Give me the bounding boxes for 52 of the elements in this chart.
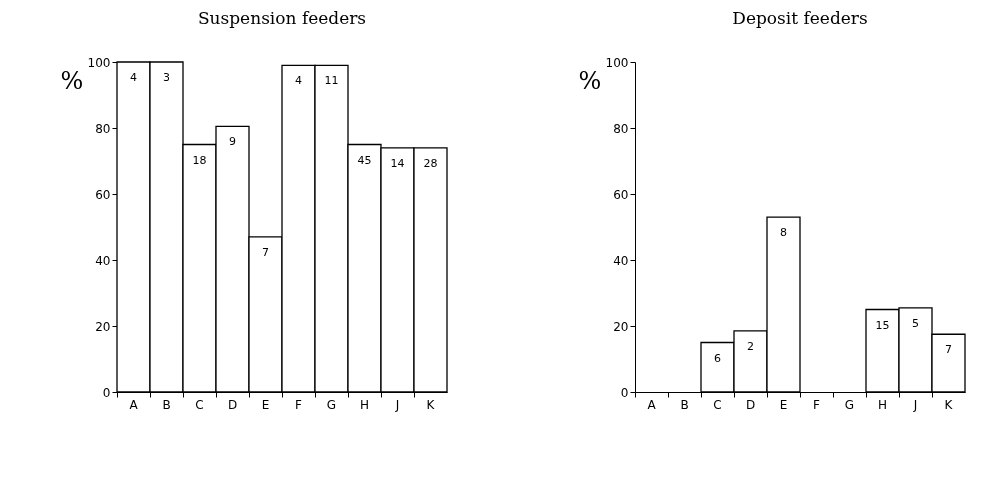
y-tick-label: 0 xyxy=(620,385,629,400)
x-tick-label: D xyxy=(227,397,238,412)
x-tick-label: H xyxy=(359,397,370,412)
annotation: 8 xyxy=(780,226,787,240)
chart-title: Suspension feeders xyxy=(197,8,367,28)
x-tick-label: G xyxy=(326,397,337,412)
annotation: 4 xyxy=(295,74,302,88)
y-tick-label: 40 xyxy=(613,253,629,268)
x-tick-label: A xyxy=(129,397,139,412)
annotation: 11 xyxy=(324,74,339,88)
y-tick-label: 100 xyxy=(605,55,629,70)
annotation: 6 xyxy=(714,351,721,365)
x-tick-label: E xyxy=(261,397,270,412)
annotation: 18 xyxy=(192,153,207,167)
annotation: 4 xyxy=(130,71,137,84)
annotation: 9 xyxy=(229,135,236,149)
annotation: 15 xyxy=(875,318,890,332)
y-tick-label: 60 xyxy=(613,187,629,202)
y-tick-label: 0 xyxy=(102,385,111,400)
y-tick-label: 80 xyxy=(95,121,111,136)
x-tick-label: B xyxy=(680,397,689,412)
y-axis-title: % xyxy=(60,67,84,95)
x-tick-label: G xyxy=(844,397,855,412)
chart-title: Deposit feeders xyxy=(732,8,868,28)
x-tick-label: D xyxy=(745,397,756,412)
annotation: 28 xyxy=(423,156,438,170)
annotation: 5 xyxy=(912,316,919,330)
y-tick-label: 100 xyxy=(87,55,111,70)
y-tick-label: 20 xyxy=(613,319,629,334)
annotation: 2 xyxy=(747,339,754,353)
x-tick-label: K xyxy=(944,397,954,412)
x-tick-label: F xyxy=(295,397,303,412)
x-tick-label: B xyxy=(162,397,171,412)
annotation: 7 xyxy=(262,245,269,259)
annotation: 14 xyxy=(390,156,405,170)
x-tick-label: J xyxy=(912,397,918,412)
y-tick-label: 80 xyxy=(613,121,629,136)
x-tick-label: J xyxy=(394,397,400,412)
x-tick-label: F xyxy=(813,397,821,412)
x-tick-label: E xyxy=(779,397,788,412)
y-tick-label: 60 xyxy=(95,187,111,202)
x-tick-label: K xyxy=(426,397,436,412)
y-tick-label: 20 xyxy=(95,319,111,334)
annotation: 7 xyxy=(945,343,952,357)
x-tick-label: C xyxy=(713,397,722,412)
x-tick-label: H xyxy=(877,397,888,412)
y-axis-title: % xyxy=(578,67,602,95)
x-tick-label: C xyxy=(195,397,204,412)
y-tick-label: 40 xyxy=(95,253,111,268)
x-tick-label: A xyxy=(647,397,657,412)
annotation: 45 xyxy=(357,153,372,167)
annotation: 3 xyxy=(163,71,170,84)
